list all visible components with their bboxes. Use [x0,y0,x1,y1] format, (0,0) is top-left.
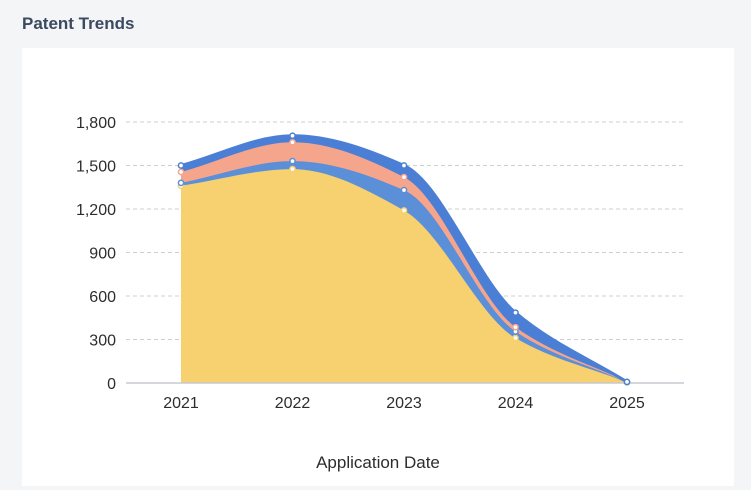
y-tick-label: 1,800 [76,115,116,132]
stacked-area-chart: 0 300 600 900 1,200 1,500 1,800 2021 2022 2023 202… [22,48,734,486]
data-point-s4-0[interactable] [178,163,183,168]
data-point-s4-4[interactable] [624,379,629,384]
x-tick-label: 2021 [163,395,199,412]
data-point-s4-2[interactable] [401,163,406,168]
panel-title: Patent Trends [22,14,134,34]
data-point-s2-0[interactable] [178,180,183,185]
y-tick-label: 300 [89,333,116,350]
data-point-s3-1[interactable] [290,140,295,145]
x-tick-label: 2024 [498,395,534,412]
x-axis-title: Application Date [316,453,440,472]
data-point-s1-1[interactable] [290,167,295,172]
area-series [181,136,627,383]
y-tick-label: 600 [89,289,116,306]
x-tick-label: 2022 [275,395,311,412]
data-point-s2-1[interactable] [290,159,295,164]
chart-card: 0 300 600 900 1,200 1,500 1,800 2021 2022 2023 202… [22,48,734,486]
data-point-s3-3[interactable] [513,325,518,330]
y-tick-label: 0 [107,376,116,393]
x-tick-label: 2025 [609,395,645,412]
data-point-s4-1[interactable] [290,133,295,138]
data-point-s2-2[interactable] [401,188,406,193]
data-point-s1-2[interactable] [401,208,406,213]
y-tick-label: 1,200 [76,202,116,219]
x-tick-label: 2023 [386,395,422,412]
y-tick-label: 1,500 [76,159,116,176]
data-point-s3-2[interactable] [401,175,406,180]
y-tick-label: 900 [89,246,116,263]
data-point-s4-3[interactable] [513,310,518,315]
data-point-s3-0[interactable] [178,169,183,174]
data-point-s1-3[interactable] [513,335,518,340]
